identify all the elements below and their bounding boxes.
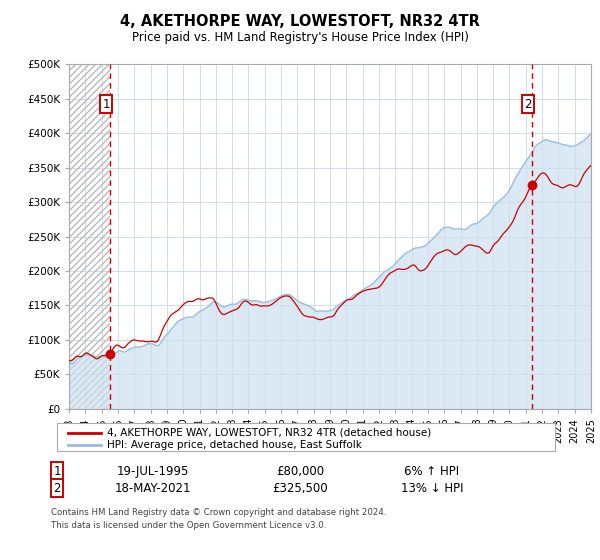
Text: 1: 1: [103, 97, 110, 110]
Text: 4, AKETHORPE WAY, LOWESTOFT, NR32 4TR: 4, AKETHORPE WAY, LOWESTOFT, NR32 4TR: [120, 14, 480, 29]
Text: 2: 2: [53, 482, 61, 495]
Text: 1: 1: [53, 465, 61, 478]
Text: Contains HM Land Registry data © Crown copyright and database right 2024.: Contains HM Land Registry data © Crown c…: [51, 508, 386, 517]
Text: 6% ↑ HPI: 6% ↑ HPI: [404, 465, 460, 478]
Text: 13% ↓ HPI: 13% ↓ HPI: [401, 482, 463, 495]
Text: HPI: Average price, detached house, East Suffolk: HPI: Average price, detached house, East…: [107, 440, 362, 450]
Text: 18-MAY-2021: 18-MAY-2021: [115, 482, 191, 495]
Text: 4, AKETHORPE WAY, LOWESTOFT, NR32 4TR (detached house): 4, AKETHORPE WAY, LOWESTOFT, NR32 4TR (d…: [107, 428, 431, 438]
Text: Price paid vs. HM Land Registry's House Price Index (HPI): Price paid vs. HM Land Registry's House …: [131, 31, 469, 44]
Text: 19-JUL-1995: 19-JUL-1995: [117, 465, 189, 478]
Text: £325,500: £325,500: [272, 482, 328, 495]
Text: This data is licensed under the Open Government Licence v3.0.: This data is licensed under the Open Gov…: [51, 521, 326, 530]
Text: 2: 2: [524, 97, 532, 110]
Text: £80,000: £80,000: [276, 465, 324, 478]
